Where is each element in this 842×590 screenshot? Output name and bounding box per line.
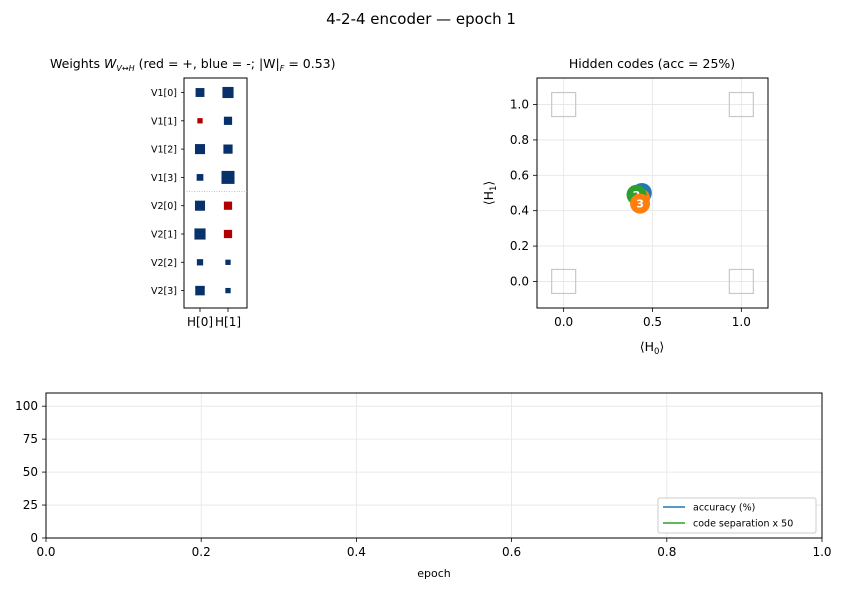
hidden-codes-title: Hidden codes (acc = 25%) (569, 56, 735, 71)
weight-square-r4-c1 (223, 201, 233, 210)
weight-square-r2-c1 (223, 144, 233, 154)
scatter-y-axis-label: ⟨H1⟩ (481, 181, 499, 206)
weights-row-label: V2[3] (151, 286, 177, 297)
line-y-tick-label: 100 (15, 399, 38, 413)
scatter-y-tick-label: 0.0 (510, 274, 529, 288)
scatter-points: 1023 (626, 183, 652, 214)
weights-row-label: V2[0] (151, 201, 177, 212)
line-y-tick-label: 0 (30, 531, 38, 545)
weight-square-r1-c1 (223, 116, 233, 125)
scatter-y-tick-label: 0.4 (510, 204, 529, 218)
scatter-y-tick-label: 0.6 (510, 168, 529, 182)
scatter-y-tick-label: 0.8 (510, 133, 529, 147)
line-x-tick-label: 0.8 (657, 545, 676, 559)
hidden-codes-panel: Hidden codes (acc = 25%) 1023 0.00.51.0 … (481, 56, 769, 357)
weight-square-r5-c1 (223, 229, 233, 239)
line-x-tick-label: 1.0 (812, 545, 831, 559)
scatter-y-tick-label: 0.2 (510, 239, 529, 253)
weights-row-label: V1[0] (151, 88, 177, 99)
weight-square-r7-c0 (195, 285, 205, 296)
weights-panel: Weights WV↔H (red = +, blue = -; |W|F = … (50, 56, 335, 329)
training-curves-panel: 0.0 0.2 0.4 0.6 0.8 1.0 0 25 50 75 100 epoch accu… (15, 392, 832, 580)
weights-row-label: V2[2] (151, 258, 177, 269)
target-corner-box (728, 91, 754, 118)
weights-row-labels: V1[0] V1[1] V1[2] V1[3] V2[0] V2[1] V2[2] V2[3] (151, 88, 184, 297)
line-x-ticks: 0.0 0.2 0.4 0.6 0.8 1.0 (36, 538, 832, 559)
weight-square-r6-c1 (225, 259, 231, 265)
weight-square-r6-c0 (196, 259, 204, 266)
legend-frame (657, 497, 817, 534)
line-x-tick-label: 0.4 (347, 545, 366, 559)
line-y-tick-label: 50 (23, 465, 38, 479)
scatter-y-ticks: 0.0 0.2 0.4 0.6 0.8 1.0 (510, 98, 537, 288)
line-x-tick-label: 0.2 (192, 545, 211, 559)
weights-column-label: H[1] (215, 315, 241, 329)
weights-row-label: V1[2] (151, 145, 177, 156)
scatter-x-tick-label: 0.0 (554, 315, 573, 329)
weights-title: Weights WV↔H (red = +, blue = -; |W|F = … (50, 56, 335, 73)
weight-square-r1-c0 (197, 118, 203, 124)
line-y-tick-label: 25 (23, 498, 38, 512)
scatter-y-tick-label: 1.0 (510, 98, 529, 112)
weight-square-r0-c1 (222, 86, 234, 99)
scatter-x-ticks: 0.0 0.5 1.0 (554, 308, 751, 329)
weight-square-r5-c0 (194, 228, 206, 240)
weight-square-r0-c0 (195, 88, 205, 97)
line-legend: accuracy (%) code separation x 50 (657, 497, 817, 534)
weights-row-label: V2[1] (151, 230, 177, 241)
weights-row-label: V1[3] (151, 173, 177, 184)
weight-square-r7-c1 (225, 287, 231, 294)
weights-plot-frame (183, 77, 248, 309)
weights-row-label: V1[1] (151, 116, 177, 127)
line-y-tick-label: 75 (23, 432, 38, 446)
weight-square-r3-c0 (196, 174, 204, 181)
weights-column-labels: H[0] H[1] (187, 308, 241, 329)
hidden-code-label-3: 3 (636, 198, 644, 211)
target-corner-box (728, 268, 754, 295)
line-plot-frame (45, 392, 823, 539)
legend-label-1: code separation x 50 (693, 519, 793, 530)
line-y-ticks: 0 25 50 75 100 (15, 399, 46, 545)
target-corner-box (551, 91, 577, 118)
scatter-x-tick-label: 1.0 (732, 315, 751, 329)
line-x-axis-label: epoch (417, 567, 451, 580)
legend-label-0: accuracy (%) (693, 503, 755, 514)
hidden-code-point-3 (630, 193, 651, 214)
weights-column-label: H[0] (187, 315, 213, 329)
weight-square-r2-c0 (194, 144, 206, 155)
weight-square-r4-c0 (194, 200, 206, 211)
scatter-x-tick-label: 0.5 (643, 315, 662, 329)
scatter-grid (537, 78, 768, 308)
line-x-tick-label: 0.6 (502, 545, 521, 559)
target-corner-box (551, 268, 577, 295)
weight-square-r3-c1 (221, 170, 235, 184)
weights-squares (194, 86, 235, 296)
scatter-target-corners (551, 91, 754, 295)
line-x-tick-label: 0.0 (36, 545, 55, 559)
scatter-x-axis-label: ⟨H0⟩ (640, 339, 665, 357)
figure-title: 4-2-4 encoder — epoch 1 (326, 10, 516, 28)
